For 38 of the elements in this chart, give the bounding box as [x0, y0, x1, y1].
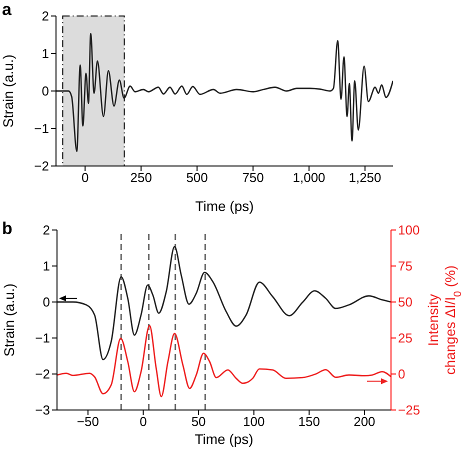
x-axis-title: Time (ps) [195, 198, 254, 214]
y-tick-label: −1 [34, 121, 49, 136]
line-series [57, 246, 391, 360]
y-axis-title: Strain (a.u.) [0, 54, 16, 128]
x-tick-label: −50 [76, 414, 99, 430]
x-tick-label: 0 [140, 414, 147, 430]
y-tick-label: 2 [42, 222, 50, 238]
x-tick-label: 0 [81, 170, 89, 186]
y-tick-label: −2 [34, 158, 49, 174]
y2-tick-label: 75 [398, 258, 412, 274]
y-tick-label: −2 [35, 366, 50, 382]
y2-tick-label: −25 [398, 402, 420, 418]
line-series [56, 32, 393, 152]
y-tick-label: 1 [42, 258, 50, 274]
y-tick-label: −3 [35, 402, 50, 418]
x-tick-label: 200 [354, 414, 376, 430]
y2-tick-label: 50 [398, 294, 412, 310]
chart-title: a [2, 0, 12, 20]
y2-tick-label: 0 [398, 366, 406, 382]
y-tick-label: 1 [42, 46, 49, 62]
x-axis-title: Time (ps) [194, 431, 254, 447]
chart-title: b [2, 219, 12, 239]
y-tick-label: 0 [42, 294, 50, 310]
y-tick-label: −1 [35, 330, 50, 346]
x-tick-label: 1,250 [348, 170, 382, 186]
x-tick-label: 150 [298, 414, 320, 430]
x-tick-label: 750 [242, 170, 264, 186]
y2-tick-label: 25 [398, 330, 412, 346]
x-tick-label: 50 [191, 414, 206, 430]
y2-tick-label: 100 [398, 222, 420, 238]
x-tick-label: 1,000 [292, 170, 326, 186]
y-tick-label: 0 [42, 84, 49, 99]
x-tick-label: 250 [130, 170, 152, 186]
y-axis-title: Strain (a.u.) [0, 283, 17, 357]
line-series [57, 324, 391, 398]
x-tick-label: 100 [243, 414, 265, 430]
y-tick-label: 2 [42, 8, 49, 24]
x-tick-label: 500 [186, 170, 208, 186]
